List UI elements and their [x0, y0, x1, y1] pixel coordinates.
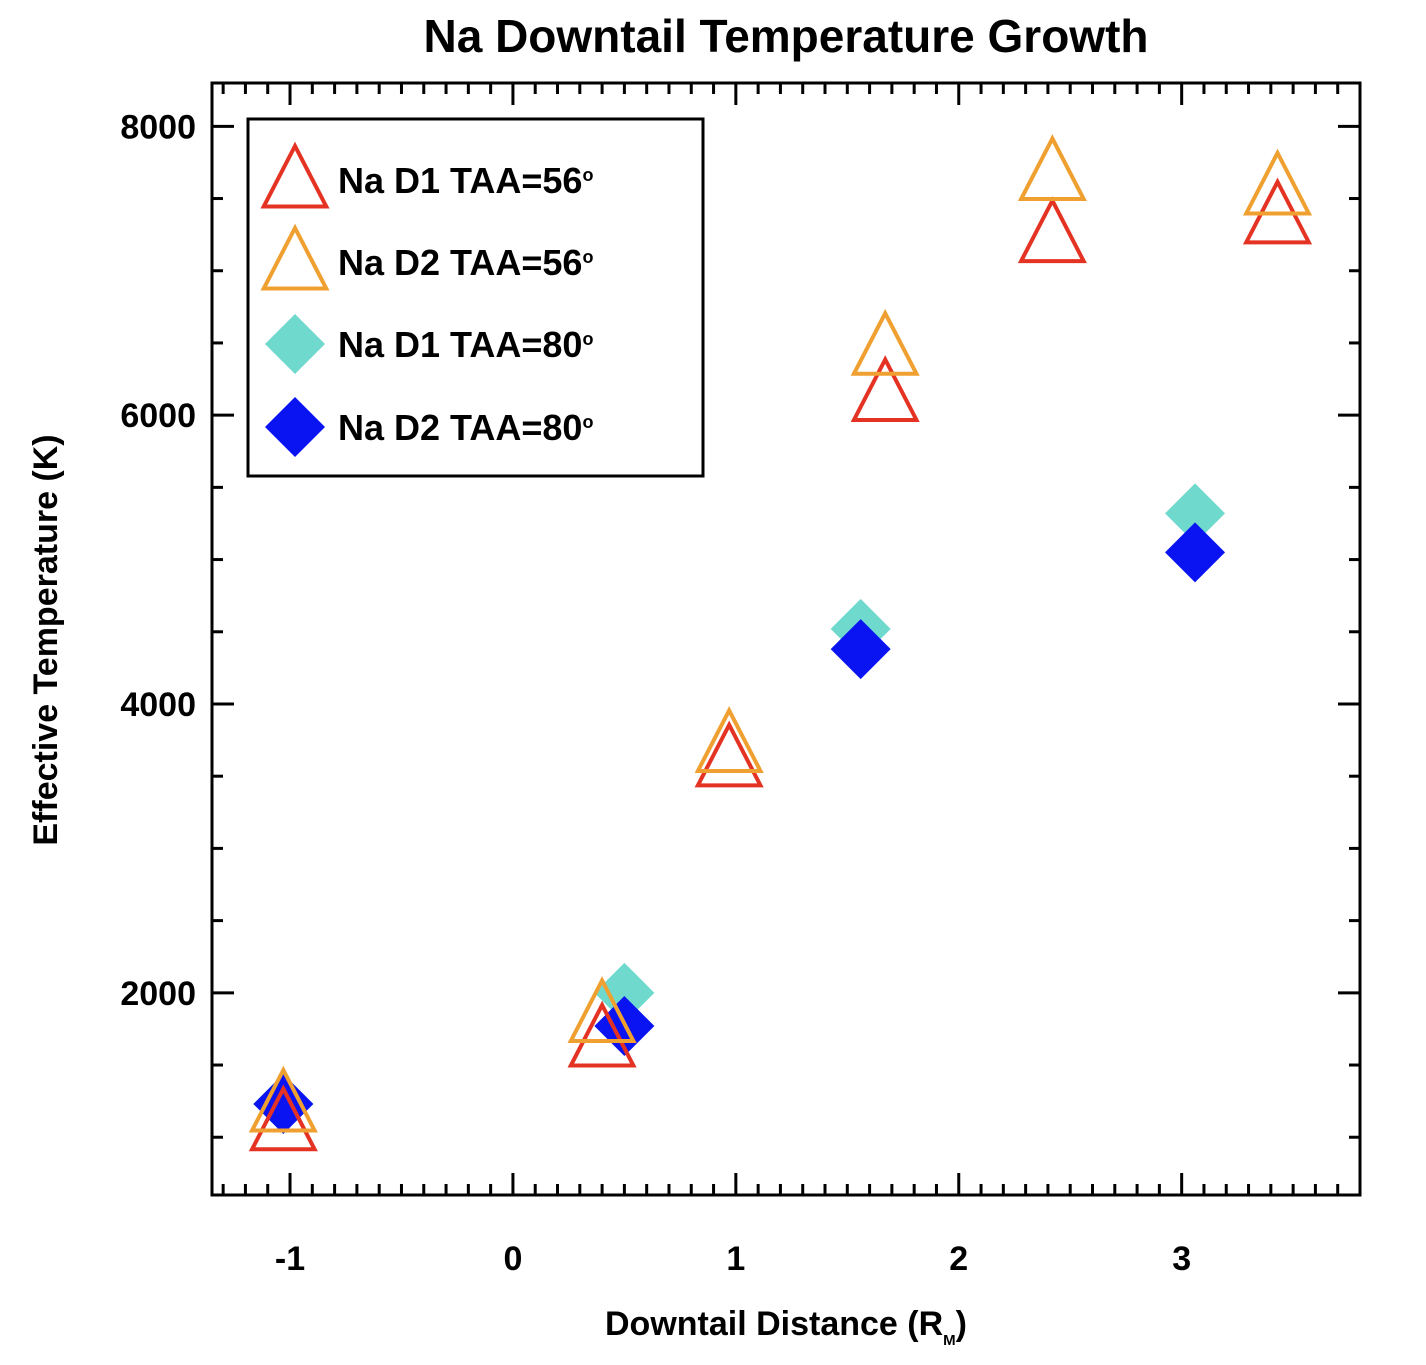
y-tick-label: 6000 — [120, 397, 196, 435]
legend-marker-triangle — [260, 223, 330, 291]
series-2 — [253, 483, 1226, 1135]
x-tick-label: 0 — [503, 1240, 522, 1278]
x-axis-label-main: Downtail Distance (R — [605, 1305, 943, 1343]
data-point-triangle — [567, 1000, 637, 1068]
legend: Na D1 TAA=56o Na D2 TAA=56o Na D1 TAA=80o N… — [246, 117, 705, 478]
legend-degree-symbol: o — [582, 165, 593, 185]
legend-label: Na D2 TAA=56o — [338, 242, 593, 283]
legend-label: Na D2 TAA=80o — [338, 407, 593, 448]
legend-degree-symbol: o — [582, 412, 593, 432]
series-1 — [248, 134, 1313, 1133]
legend-label: Na D1 TAA=80o — [338, 324, 593, 365]
data-point-triangle — [248, 1065, 318, 1133]
x-tick-label: 1 — [726, 1240, 745, 1278]
data-point-diamond — [594, 962, 655, 1023]
data-point-diamond — [1165, 522, 1226, 583]
data-point-triangle — [694, 720, 764, 788]
x-tick-label: 2 — [949, 1240, 968, 1278]
y-tick-label: 4000 — [120, 686, 196, 724]
data-point-diamond — [830, 619, 891, 680]
y-axis-label: Effective Temperature (K) — [27, 434, 65, 845]
data-point-diamond — [253, 1074, 314, 1135]
legend-label: Na D1 TAA=56o — [338, 160, 593, 201]
x-tick-label: -1 — [275, 1240, 305, 1278]
data-point-triangle — [850, 355, 920, 423]
legend-entry: Na D1 TAA=56o — [260, 141, 593, 209]
legend-marker-diamond — [265, 397, 325, 457]
legend-degree-symbol: o — [582, 247, 593, 267]
legend-entry: Na D2 TAA=80o — [265, 397, 593, 457]
legend-entry: Na D1 TAA=80o — [265, 314, 593, 374]
x-axis-label: Downtail Distance (RM) — [605, 1305, 967, 1349]
legend-marker-diamond — [265, 314, 325, 374]
data-point-diamond — [1165, 483, 1226, 544]
axis-tick-labels: -1 0 1 2 3 2000 4000 6000 8000 — [120, 108, 1191, 1278]
data-point-triangle — [1242, 148, 1313, 216]
data-point-triangle — [567, 976, 637, 1044]
x-axis-label-close: ) — [956, 1305, 967, 1343]
legend-entry: Na D2 TAA=56o — [260, 223, 593, 291]
y-tick-label: 2000 — [120, 975, 196, 1013]
data-point-triangle — [850, 308, 920, 376]
x-tick-label: 3 — [1172, 1240, 1191, 1278]
legend-marker-triangle — [260, 141, 330, 209]
series-3 — [253, 522, 1226, 1135]
data-point-triangle — [694, 706, 764, 773]
data-marks — [248, 134, 1313, 1152]
data-point-triangle — [1017, 196, 1087, 264]
legend-box — [246, 117, 705, 478]
x-axis-label-sub: M — [943, 1332, 956, 1349]
chart-title: Na Downtail Temperature Growth — [423, 10, 1148, 62]
plot-frame — [210, 81, 1362, 1197]
data-point-triangle — [248, 1084, 318, 1152]
legend-degree-symbol: o — [582, 329, 593, 349]
y-tick-label: 8000 — [120, 108, 196, 146]
data-point-triangle — [1017, 134, 1087, 202]
